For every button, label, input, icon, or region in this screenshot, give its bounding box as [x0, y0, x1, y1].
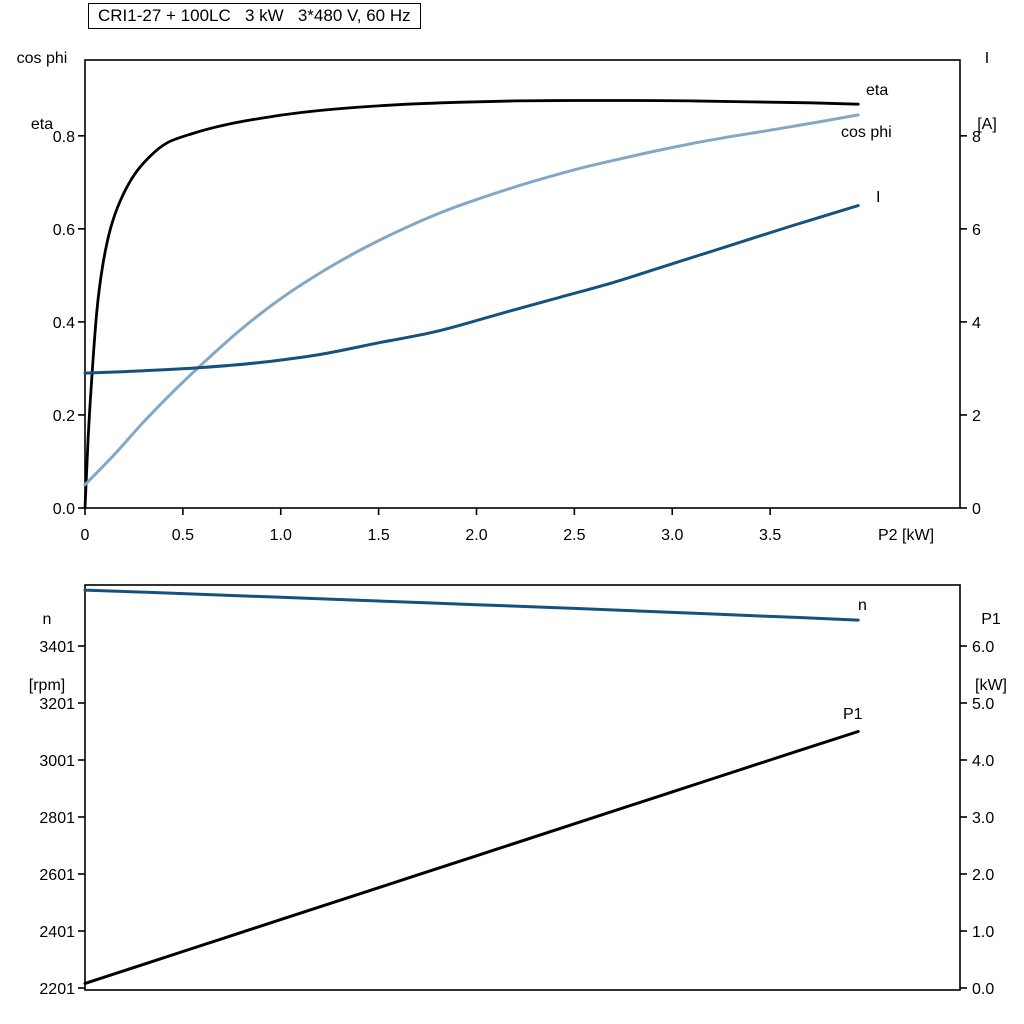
bottom-chart-right-axis-title: P1 [kW]: [960, 565, 1022, 741]
top-x-tick-label: 3.0: [661, 527, 683, 544]
bottom-right-tick-label: 0.0: [972, 981, 994, 998]
left-axis-title-line2: eta: [30, 116, 54, 133]
bottom-left-tick-label: 2601: [39, 867, 75, 884]
bottom-right-tick-label: 5.0: [972, 696, 994, 713]
bottom-chart-frame: [84, 584, 961, 991]
bottom-series-label-P1: P1: [843, 706, 863, 723]
top-x-tick-label: 2.5: [563, 527, 585, 544]
top-x-tick-label: 0: [81, 527, 90, 544]
bottom-left-tick-label: 3001: [39, 753, 75, 770]
top-series-curve-eta: [83, 99, 860, 510]
top-right-tick-label: 4: [972, 315, 981, 332]
left-axis-title-line2: [rpm]: [28, 677, 66, 694]
top-left-tick-label: 0.6: [53, 222, 75, 239]
top-right-tick-label: 8: [972, 129, 981, 146]
top-left-tick-label: 0.8: [53, 129, 75, 146]
bottom-left-tick-label: 2201: [39, 981, 75, 998]
top-right-tick-label: 6: [972, 222, 981, 239]
bottom-series-curve-P1: [83, 730, 860, 985]
top-left-tick-label: 0.0: [53, 501, 75, 518]
top-x-tick-label: 0.5: [172, 527, 194, 544]
top-series-curve-I: [83, 204, 860, 375]
bottom-right-tick-label: 3.0: [972, 810, 994, 827]
top-chart-frame: [84, 59, 961, 509]
right-axis-title-line1: I: [984, 50, 990, 67]
top-chart-left-axis-title: cos phi eta: [4, 4, 80, 180]
bottom-right-tick-label: 4.0: [972, 753, 994, 770]
bottom-left-tick-label: 3201: [39, 696, 75, 713]
top-series-label-eta: eta: [866, 82, 888, 99]
bottom-left-tick-label: 2801: [39, 810, 75, 827]
top-series-label-cos-phi: cos phi: [841, 124, 892, 141]
top-right-tick-label: 0: [972, 501, 981, 518]
left-axis-title-line1: cos phi: [16, 50, 68, 67]
top-left-tick-label: 0.4: [53, 315, 75, 332]
top-series-label-I: I: [876, 189, 880, 206]
bottom-series-label-n: n: [858, 597, 867, 614]
top-chart-right-axis-title: I [A]: [956, 4, 1018, 180]
bottom-right-tick-label: 1.0: [972, 924, 994, 941]
left-axis-title-line1: n: [42, 611, 52, 628]
top-x-tick-label: 2.0: [465, 527, 487, 544]
bottom-left-tick-label: 3401: [39, 639, 75, 656]
top-right-tick-label: 2: [972, 408, 981, 425]
bottom-chart-left-axis-title: n [rpm]: [8, 565, 86, 741]
bottom-right-tick-label: 2.0: [972, 867, 994, 884]
chart-title-box: CRI1-27 + 100LC 3 kW 3*480 V, 60 Hz: [88, 3, 421, 29]
top-x-tick-label: 3.5: [759, 527, 781, 544]
top-x-axis-label: P2 [kW]: [878, 527, 934, 544]
bottom-series-curve-n: [83, 588, 860, 622]
bottom-right-tick-label: 6.0: [972, 639, 994, 656]
right-axis-title-line1: P1: [981, 611, 1001, 628]
top-series-curve-cos-phi: [83, 113, 860, 487]
bottom-left-tick-label: 2401: [39, 924, 75, 941]
top-x-tick-label: 1.5: [367, 527, 389, 544]
top-left-tick-label: 0.2: [53, 408, 75, 425]
top-x-tick-label: 1.0: [270, 527, 292, 544]
right-axis-title-line2: [A]: [977, 116, 997, 133]
right-axis-title-line2: [kW]: [975, 677, 1007, 694]
